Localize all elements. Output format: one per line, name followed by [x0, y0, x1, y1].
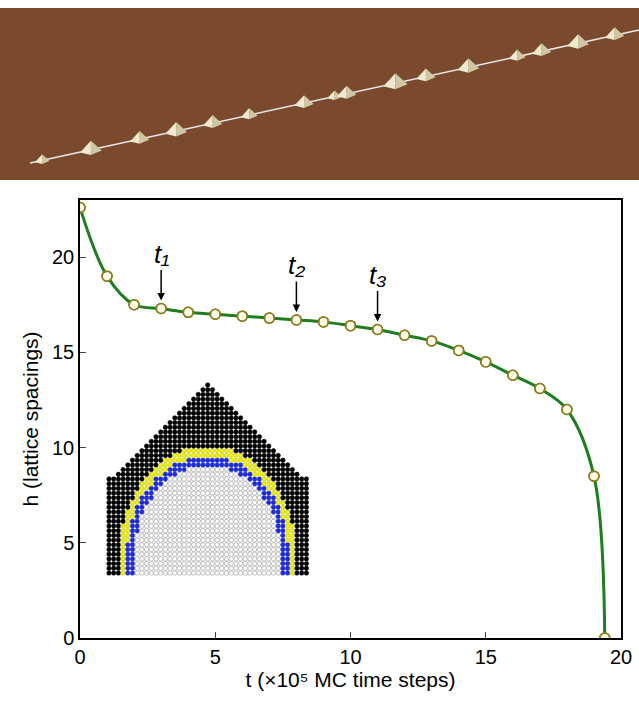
svg-text:20: 20 [610, 646, 632, 668]
svg-text:10: 10 [52, 437, 74, 459]
svg-text:5: 5 [210, 646, 221, 668]
svg-text:0: 0 [63, 627, 74, 649]
svg-text:t₁: t₁ [154, 239, 169, 269]
svg-text:15: 15 [475, 646, 497, 668]
svg-text:0: 0 [74, 646, 85, 668]
svg-text:15: 15 [52, 341, 74, 363]
svg-text:h (lattice spacings): h (lattice spacings) [19, 331, 42, 506]
svg-text:t (×10⁵ MC time steps): t (×10⁵ MC time steps) [245, 668, 455, 691]
svg-text:t₂: t₂ [288, 250, 305, 280]
svg-text:t₃: t₃ [369, 260, 387, 290]
svg-text:20: 20 [52, 246, 74, 268]
svg-text:10: 10 [339, 646, 361, 668]
svg-text:5: 5 [63, 532, 74, 554]
